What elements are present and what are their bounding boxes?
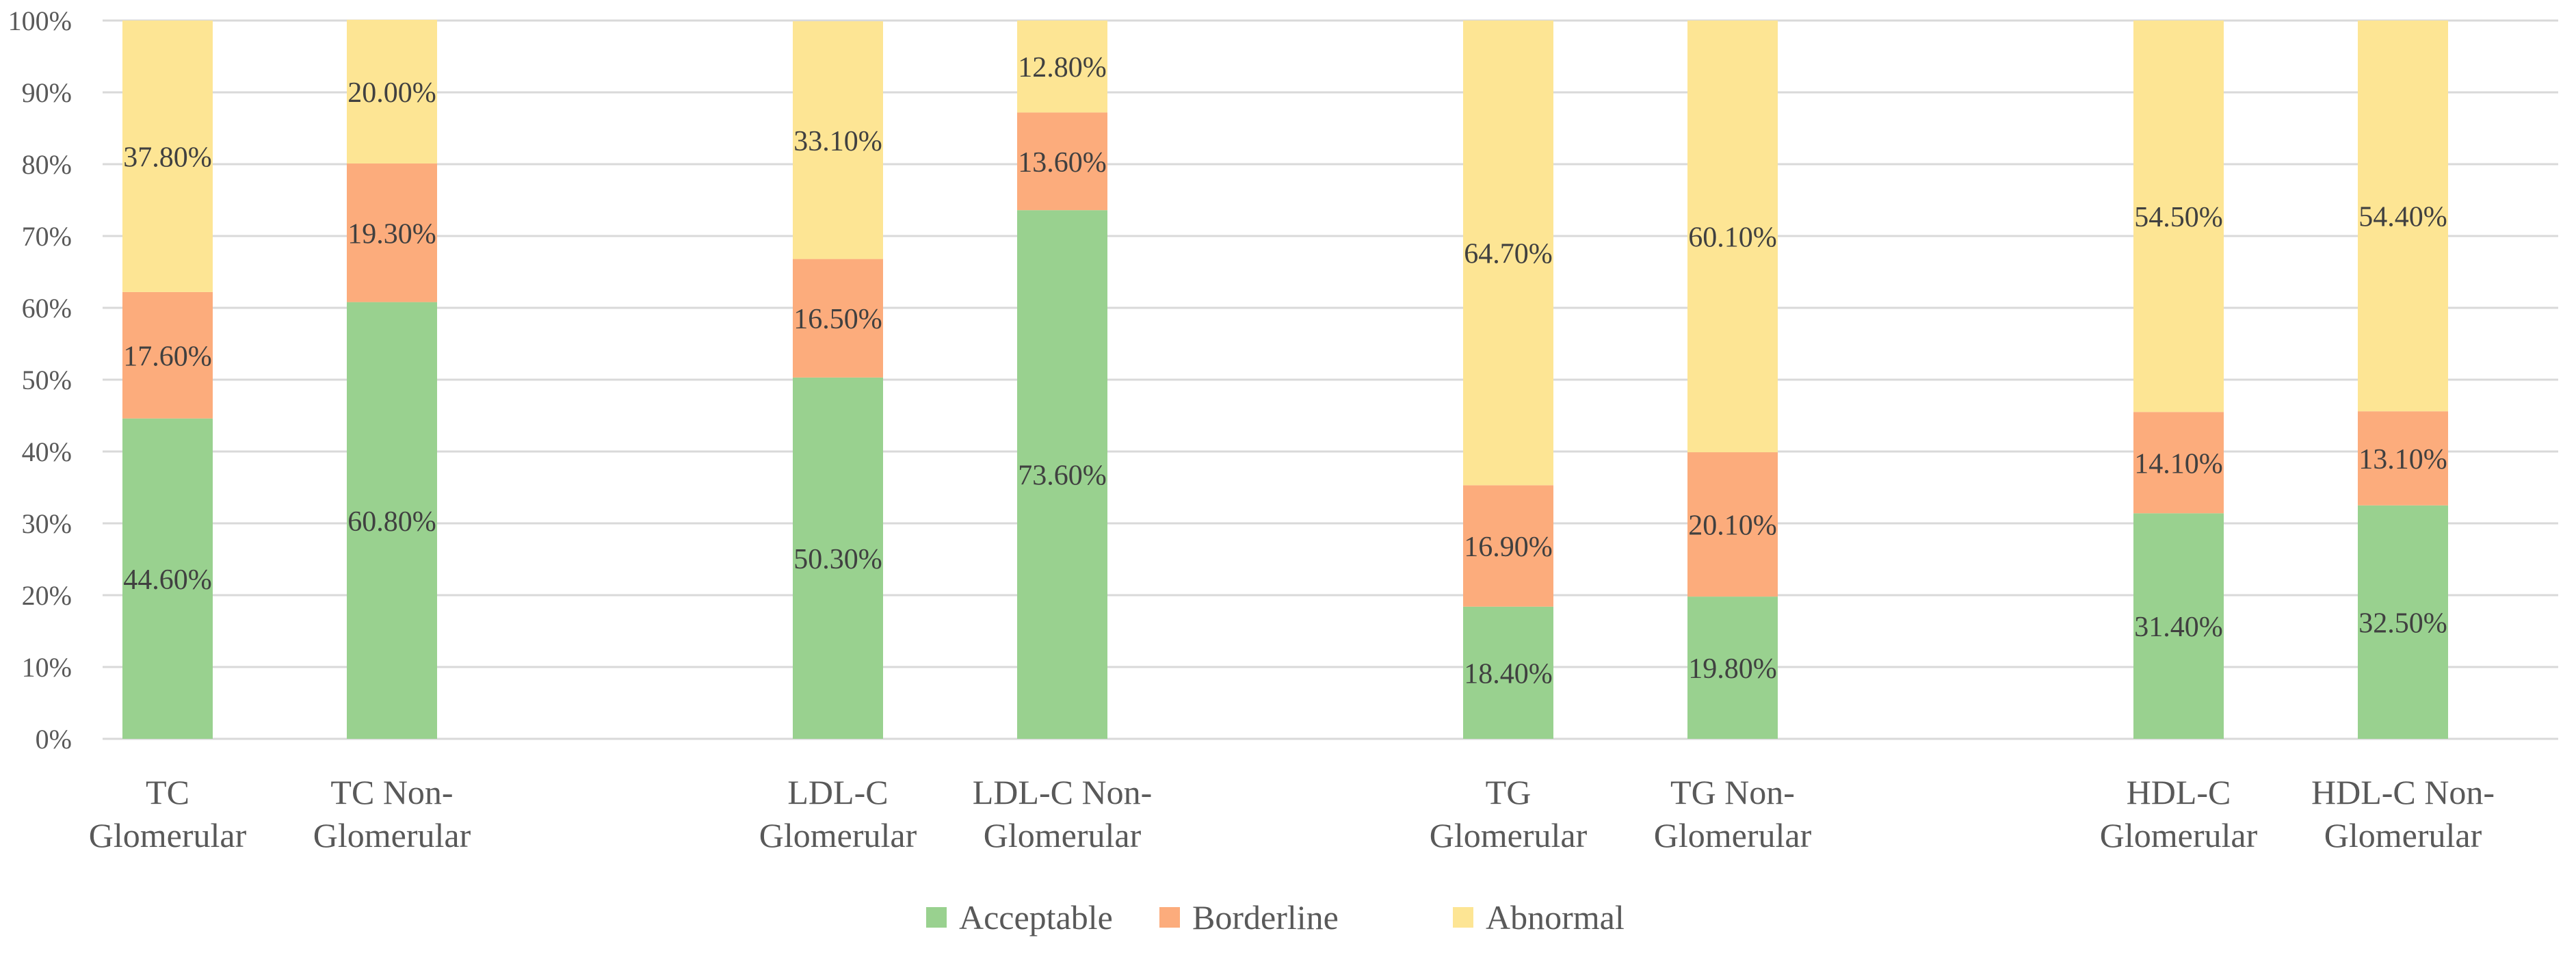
data-label: 16.50% [793, 304, 882, 335]
bar-segment-abnormal [1017, 21, 1107, 113]
y-tick-label: 60% [22, 293, 72, 324]
category-label: TG [1486, 773, 1532, 811]
data-label: 12.80% [1018, 52, 1107, 83]
bar-segment-abnormal [1687, 21, 1778, 453]
bar-segment-acceptable [122, 418, 213, 739]
category-label: Glomerular [2100, 816, 2258, 854]
data-label: 19.30% [347, 218, 436, 250]
data-label: 20.10% [1688, 510, 1777, 542]
y-tick-label: 70% [22, 221, 72, 252]
category-label: Glomerular [89, 816, 247, 854]
data-label: 50.30% [793, 544, 882, 575]
bar-segment-borderline [2133, 412, 2224, 514]
y-tick-label: 20% [22, 580, 72, 611]
bar-segment-abnormal [793, 21, 883, 259]
bar-segment-borderline [347, 163, 437, 302]
category-label: Glomerular [759, 816, 917, 854]
category-label: Glomerular [2324, 816, 2482, 854]
y-tick-label: 50% [22, 365, 72, 395]
data-label: 13.10% [2358, 444, 2447, 475]
bar-segment-borderline [793, 259, 883, 378]
data-label: 60.80% [347, 506, 436, 538]
bar-segment-borderline [1017, 112, 1107, 211]
data-label: 31.40% [2134, 612, 2223, 643]
bar-segment-acceptable [1687, 597, 1778, 739]
y-axis-ticks: 0% 10% 20% 30% 40% 50% 60% 70% 80% 90% 100% [8, 5, 72, 755]
bar-segment-abnormal [2358, 21, 2448, 412]
bar-segment-abnormal [347, 19, 437, 163]
y-tick-label: 40% [22, 436, 72, 467]
bar-segment-borderline [122, 291, 213, 419]
category-labels: TC Glomerular TC Non- Glomerular LDL-C Glomer… [89, 773, 2495, 854]
category-label: Glomerular [1654, 816, 1812, 854]
category-label: TC [146, 773, 189, 811]
data-label: 64.70% [1464, 239, 1553, 270]
data-label: 44.60% [123, 564, 212, 596]
data-label: 14.10% [2134, 448, 2223, 480]
data-label: 60.10% [1688, 222, 1777, 254]
category-label: HDL-C [2127, 773, 2231, 811]
bar-segment-acceptable [2133, 513, 2224, 739]
data-label: 20.00% [347, 77, 436, 109]
bar-segment-acceptable [2358, 505, 2448, 739]
y-tick-label: 100% [8, 5, 72, 36]
data-label: 13.60% [1018, 147, 1107, 179]
legend-swatch-abnormal [1453, 907, 1473, 928]
category-label: TG Non- [1670, 773, 1795, 811]
y-tick-label: 10% [22, 652, 72, 683]
category-label: Glomerular [313, 816, 471, 854]
category-label: Glomerular [984, 816, 1142, 854]
bar-segment-acceptable [1017, 210, 1107, 739]
data-label: 73.60% [1018, 460, 1107, 492]
data-label: 54.40% [2358, 202, 2447, 233]
bar-segment-borderline [2358, 411, 2448, 506]
category-label: LDL-C Non- [973, 773, 1152, 811]
bar-segment-acceptable [793, 377, 883, 739]
bars [122, 19, 2448, 740]
legend-swatch-borderline [1159, 907, 1180, 928]
category-label: TC Non- [330, 773, 453, 811]
y-tick-label: 0% [36, 724, 72, 755]
bar-segment-abnormal [1463, 21, 1553, 486]
data-label: 17.60% [123, 341, 212, 372]
data-label: 19.80% [1688, 653, 1777, 685]
data-label: 18.40% [1464, 658, 1553, 690]
y-tick-label: 80% [22, 149, 72, 180]
legend-label: Acceptable [959, 898, 1113, 937]
legend-label: Abnormal [1486, 898, 1625, 937]
legend-swatch-acceptable [926, 907, 947, 928]
bar-segment-abnormal [122, 21, 213, 292]
data-label: 16.90% [1464, 532, 1553, 563]
bar-segment-acceptable [1463, 606, 1553, 739]
bar-segment-borderline [1463, 485, 1553, 607]
legend-label: Borderline [1192, 898, 1339, 937]
bar-segment-acceptable [347, 302, 437, 740]
data-label: 33.10% [793, 126, 882, 157]
y-tick-label: 90% [22, 77, 72, 108]
data-label: 54.50% [2134, 202, 2223, 233]
category-label: Glomerular [1430, 816, 1588, 854]
legend: Acceptable Borderline Abnormal [926, 898, 1625, 937]
data-label: 32.50% [2358, 607, 2447, 639]
y-tick-label: 30% [22, 508, 72, 539]
category-label: LDL-C [787, 773, 888, 811]
category-label: HDL-C Non- [2311, 773, 2495, 811]
bar-segment-abnormal [2133, 21, 2224, 413]
data-labels: 44.60% 17.60% 37.80% 60.80% 19.30% 20.00% 50.3… [123, 52, 2447, 690]
data-label: 37.80% [123, 142, 212, 173]
bar-segment-borderline [1687, 452, 1778, 597]
